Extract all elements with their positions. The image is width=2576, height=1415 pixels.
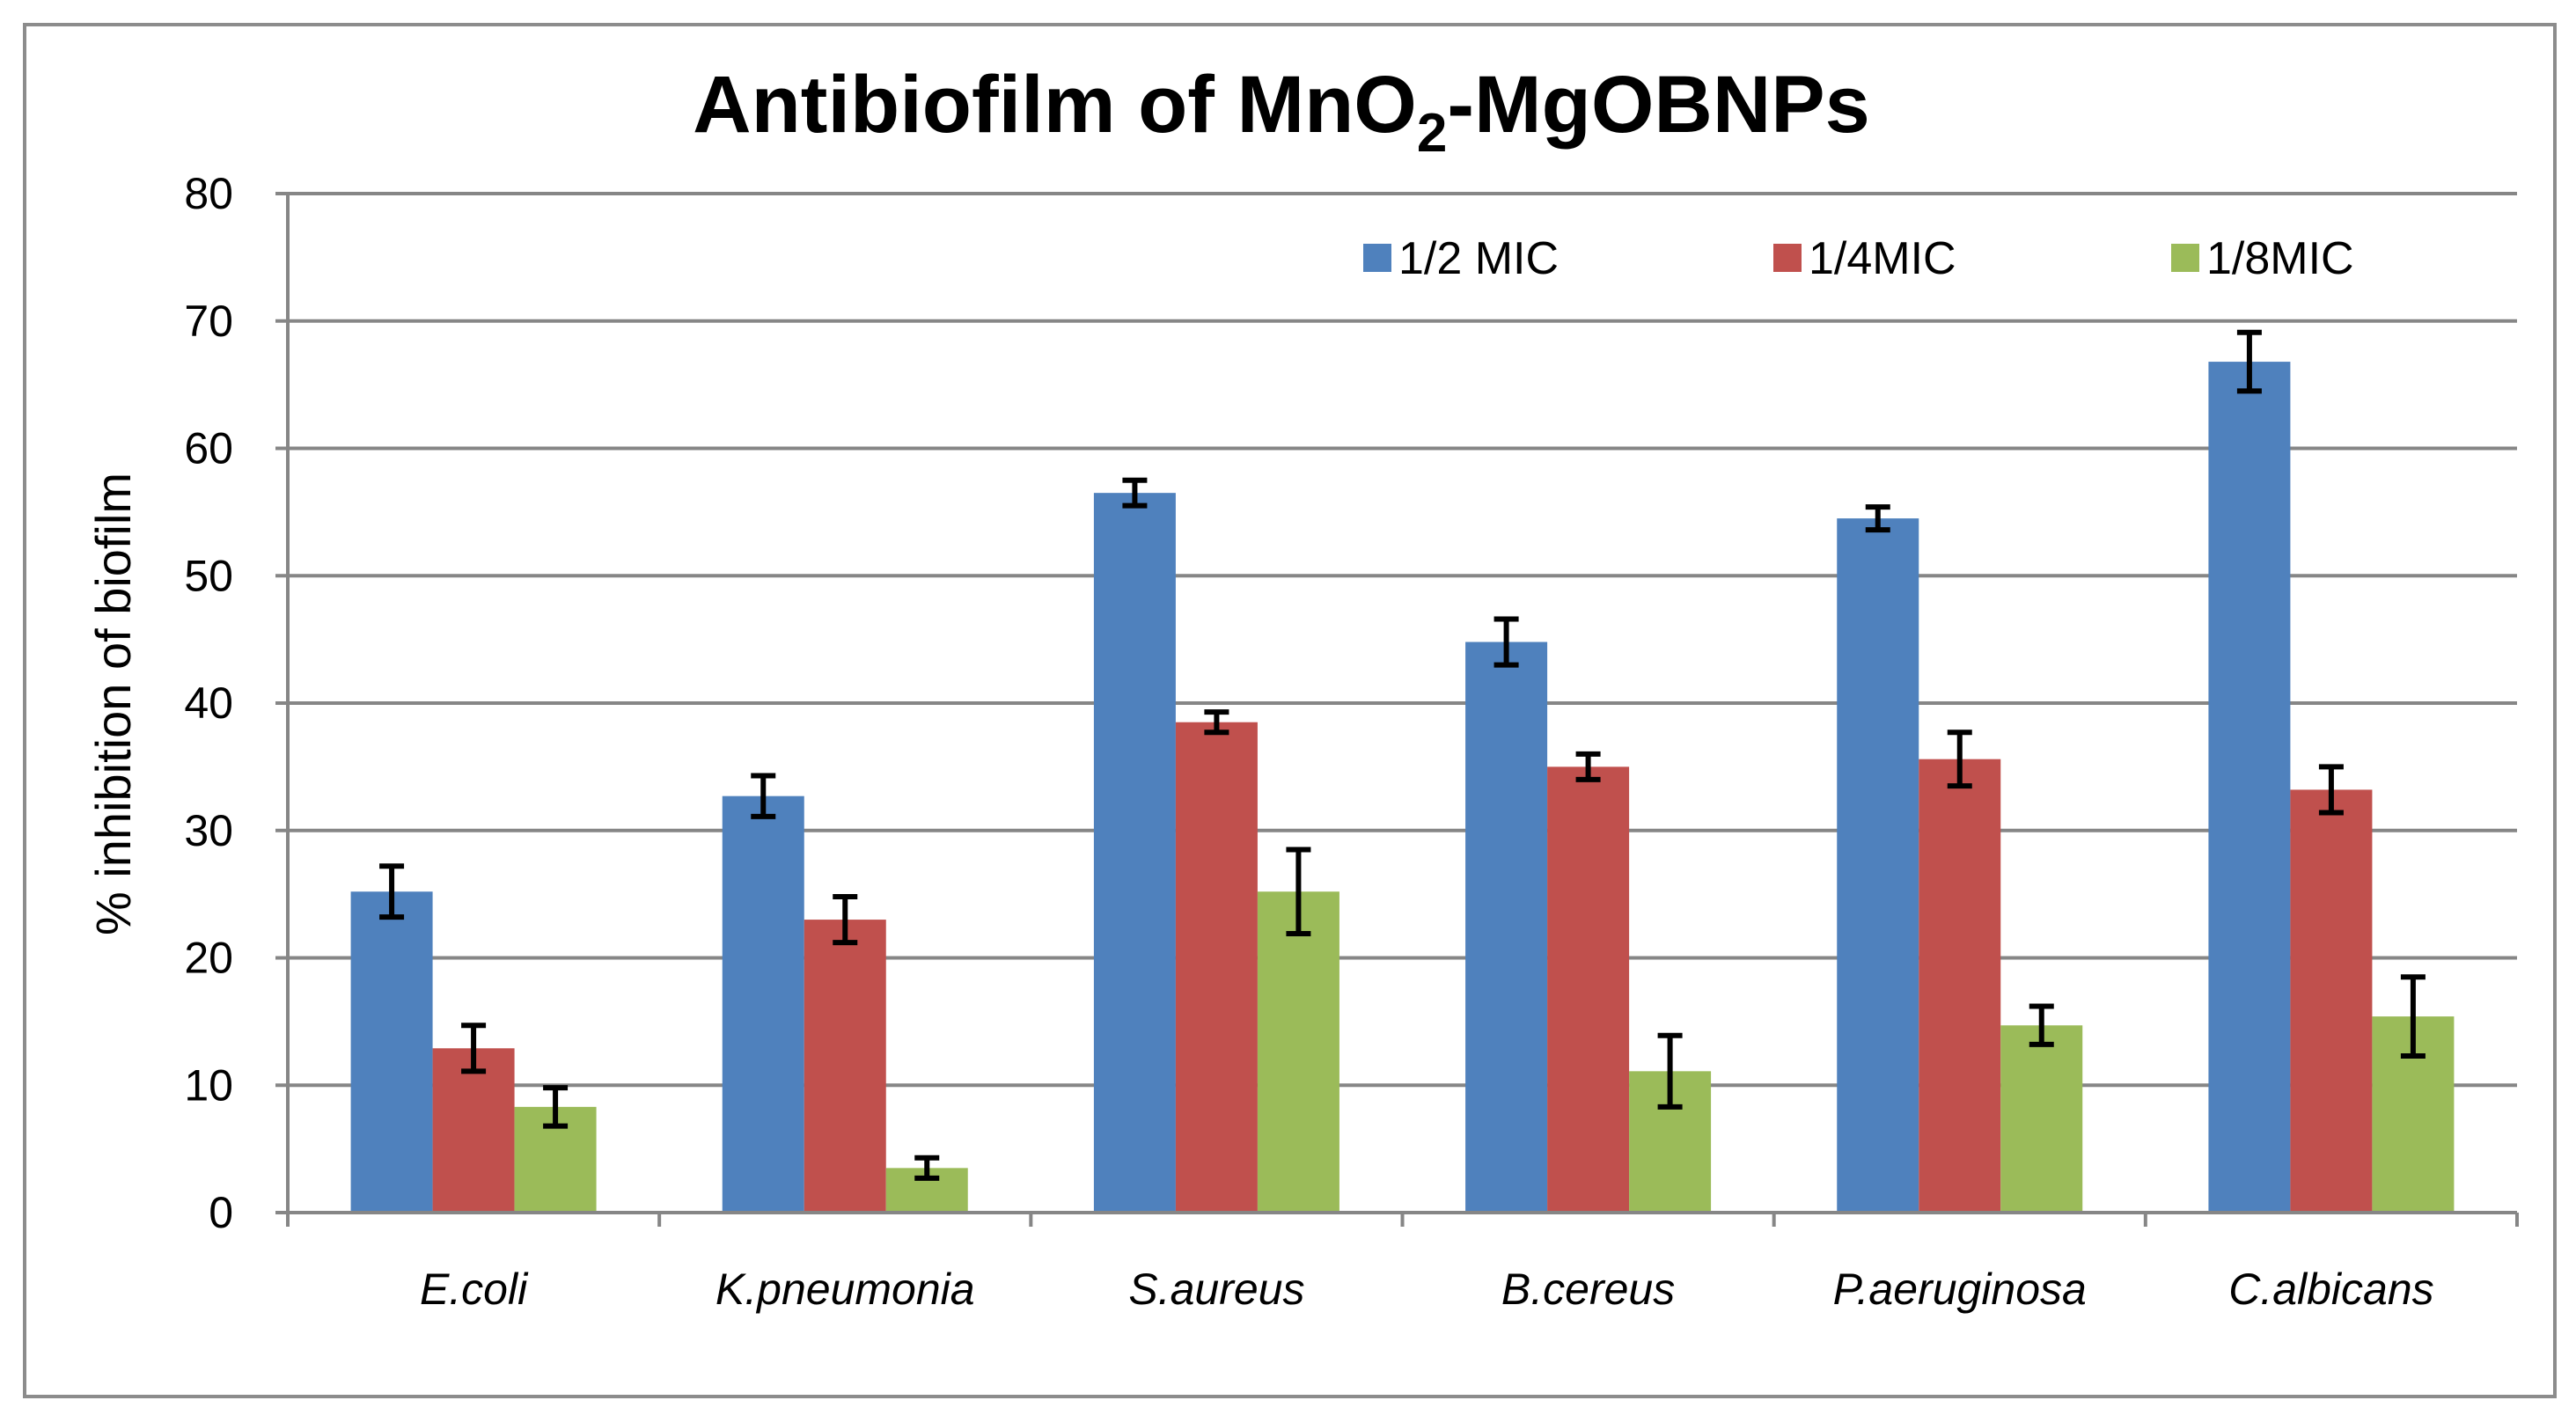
legend-swatch-2	[2171, 244, 2199, 272]
bar-0-1	[722, 795, 804, 1213]
bar-1-4	[1919, 759, 2001, 1213]
legend-label-0: 1/2 MIC	[1398, 233, 1559, 284]
bar-1-2	[1175, 722, 1258, 1213]
bar-2-4	[2000, 1025, 2083, 1213]
y-tick-label: 40	[184, 678, 233, 728]
bar-0-5	[2208, 362, 2291, 1213]
x-tick-label: E.coli	[420, 1265, 529, 1314]
x-tick-label: P.aeruginosa	[1833, 1265, 2087, 1314]
x-tick-label: C.albicans	[2228, 1265, 2433, 1314]
legend-swatch-0	[1363, 244, 1391, 272]
y-tick-label: 50	[184, 551, 233, 600]
bar-1-3	[1547, 766, 1630, 1213]
x-tick-label: B.cereus	[1501, 1265, 1675, 1314]
y-tick-label: 80	[184, 169, 233, 218]
y-tick-label: 70	[184, 297, 233, 346]
chart-title: Antibiofilm of MnO2-MgOBNPs	[693, 60, 1870, 164]
y-axis-label: % inhibition of biofilm	[85, 473, 141, 935]
x-tick-label: K.pneumonia	[716, 1265, 975, 1314]
y-tick-label: 60	[184, 424, 233, 473]
x-tick-label: S.aureus	[1128, 1265, 1304, 1314]
bar-0-2	[1093, 493, 1176, 1213]
bar-0-0	[350, 891, 433, 1213]
legend-label-1: 1/4MIC	[1809, 233, 1956, 284]
bar-0-3	[1465, 642, 1548, 1213]
legend-swatch-1	[1773, 244, 1802, 272]
bar-1-1	[804, 920, 886, 1213]
legend-label-2: 1/8MIC	[2206, 233, 2354, 284]
bar-2-2	[1257, 891, 1339, 1213]
y-tick-label: 30	[184, 806, 233, 855]
y-tick-label: 10	[184, 1060, 233, 1110]
bar-1-5	[2290, 789, 2373, 1213]
y-tick-label: 0	[209, 1188, 233, 1237]
y-tick-label: 20	[184, 934, 233, 983]
bar-0-4	[1837, 518, 1919, 1213]
bar-1-0	[432, 1048, 515, 1213]
